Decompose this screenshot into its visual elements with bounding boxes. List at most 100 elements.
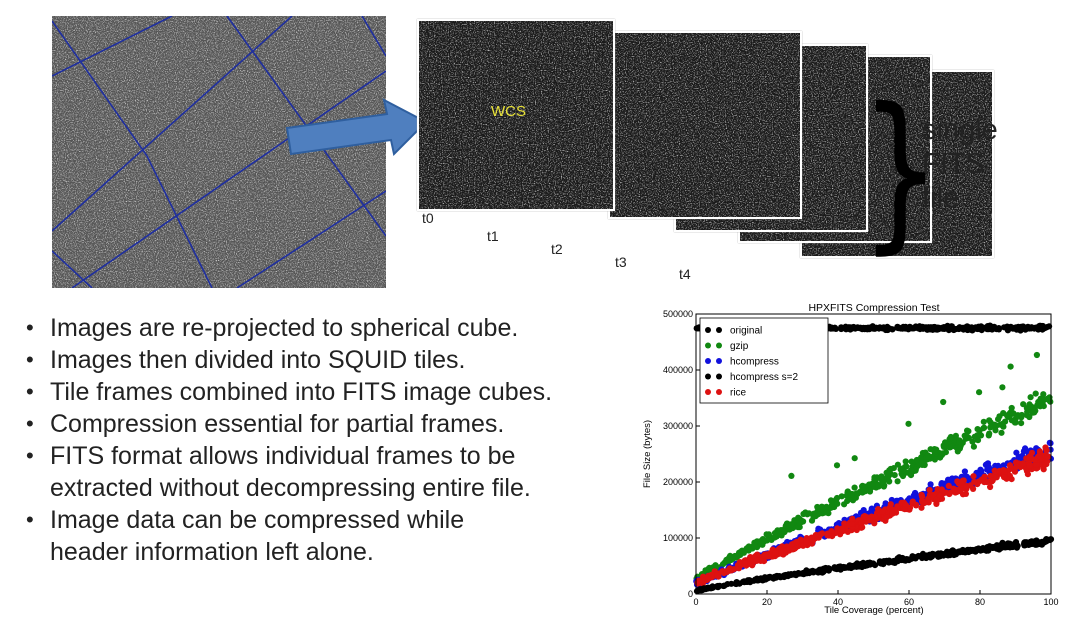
data-point (819, 530, 826, 537)
data-point (1026, 454, 1033, 461)
data-point (1014, 542, 1021, 549)
data-point (753, 557, 760, 564)
single-fits-file-line-2: FITS (922, 148, 985, 180)
data-point (1001, 474, 1008, 481)
data-point (875, 325, 883, 332)
data-point (902, 502, 909, 509)
data-point (834, 500, 841, 507)
data-point (1021, 540, 1028, 547)
compression-chart: HPXFITS Compression Test 0 20 40 60 80 100 0 10… (642, 302, 1059, 616)
data-point (1013, 463, 1020, 470)
data-point (839, 526, 846, 533)
data-point (976, 325, 983, 332)
data-point (995, 416, 1002, 423)
data-point (760, 576, 767, 583)
data-point (723, 569, 730, 576)
data-point (1027, 394, 1034, 401)
data-point (1042, 538, 1049, 545)
data-point (827, 497, 835, 504)
data-point (875, 506, 882, 513)
data-point (998, 429, 1005, 436)
data-point (845, 496, 852, 503)
bullet-item: Images are re-projected to spherical cub… (26, 312, 570, 344)
series-rice (694, 444, 1052, 587)
data-point (1011, 468, 1019, 475)
bullet-item: Compression essential for partial frames… (26, 408, 570, 440)
data-point (970, 443, 977, 450)
data-point (1032, 324, 1039, 331)
frame-label-t4: t4 (679, 266, 691, 282)
data-point (874, 481, 881, 488)
data-point (1013, 449, 1020, 456)
x-tick-label: 0 (693, 597, 698, 607)
data-point (927, 446, 934, 453)
data-point (724, 581, 731, 588)
single-fits-file-line-1: single (922, 114, 998, 146)
legend-label: rice (730, 388, 747, 399)
data-point (1019, 461, 1026, 468)
legend-marker (716, 358, 722, 364)
bullet-item: FITS format allows individual frames to … (26, 440, 570, 504)
x-tick-label: 20 (762, 597, 772, 607)
data-point (861, 483, 868, 490)
data-point (989, 543, 997, 551)
data-point (927, 481, 934, 488)
data-point (986, 417, 993, 424)
y-tick-label: 100000 (663, 533, 693, 543)
legend-marker (716, 342, 722, 349)
data-point (880, 479, 887, 486)
data-point (893, 497, 900, 504)
data-point (919, 493, 926, 500)
data-point (929, 326, 936, 333)
data-point (733, 579, 740, 586)
data-point (822, 566, 829, 573)
data-point (946, 489, 954, 497)
y-tick-label: 400000 (663, 365, 693, 375)
legend-label: hcompress (730, 357, 779, 368)
x-axis-label: Tile Coverage (percent) (824, 605, 923, 616)
data-point (962, 435, 969, 442)
data-point (763, 537, 770, 544)
legend-label: original (730, 326, 762, 337)
data-point (808, 535, 815, 542)
curly-brace-icon: } (860, 72, 942, 270)
y-tick-label: 500000 (663, 309, 693, 319)
data-point (1014, 412, 1021, 419)
data-point (886, 478, 893, 485)
data-point (871, 520, 878, 527)
data-point (741, 560, 748, 567)
data-point (907, 323, 914, 331)
data-point (912, 466, 919, 473)
data-point (838, 493, 845, 500)
data-point (999, 384, 1006, 391)
data-point (945, 482, 952, 489)
data-point (980, 418, 987, 425)
data-point (813, 568, 820, 575)
data-point (971, 433, 978, 440)
data-point (908, 555, 915, 562)
data-point (812, 531, 819, 539)
data-point (1041, 396, 1048, 403)
data-point (981, 424, 988, 431)
data-point (716, 582, 723, 589)
data-point (1033, 351, 1040, 359)
data-point (957, 487, 964, 494)
data-point (871, 562, 879, 569)
data-point (858, 563, 866, 571)
data-point (1044, 458, 1051, 465)
bullet-item: Tile frames combined into FITS image cub… (26, 376, 570, 408)
data-point (877, 559, 884, 566)
data-point (803, 538, 810, 545)
data-point (903, 556, 910, 563)
legend-marker (705, 342, 711, 349)
data-point (818, 503, 825, 510)
data-point (1040, 403, 1047, 410)
series-gzip (693, 351, 1054, 582)
data-point (956, 324, 963, 332)
wcs-label: WCS (491, 103, 526, 120)
data-point (906, 506, 913, 513)
data-point (889, 326, 896, 333)
y-tick-label: 0 (688, 589, 693, 599)
data-point (751, 542, 758, 549)
data-point (1040, 391, 1047, 398)
